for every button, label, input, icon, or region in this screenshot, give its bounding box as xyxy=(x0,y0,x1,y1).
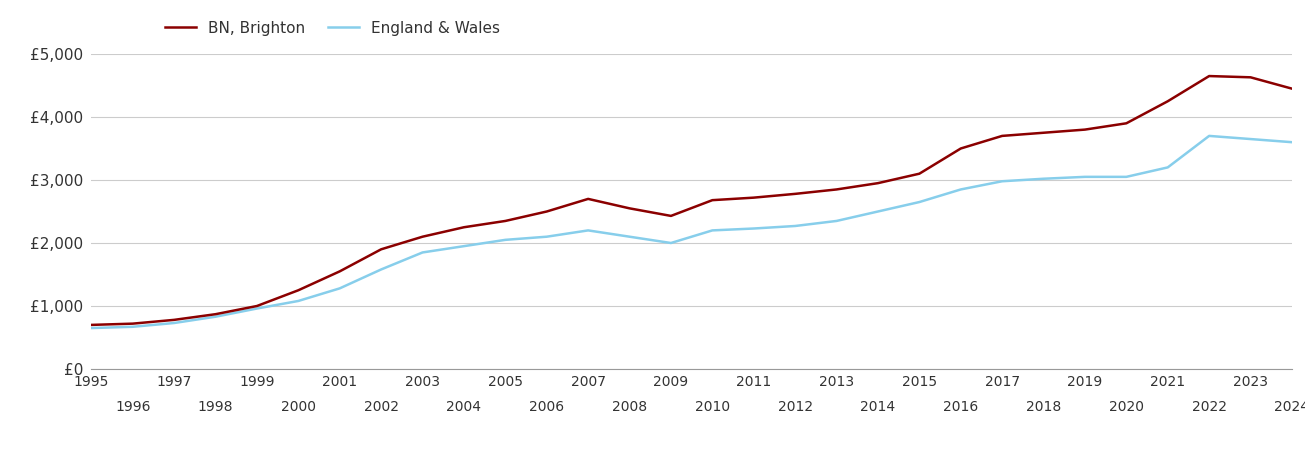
Text: 2018: 2018 xyxy=(1026,400,1061,414)
Text: 2010: 2010 xyxy=(694,400,729,414)
Text: 2024: 2024 xyxy=(1275,400,1305,414)
Text: 2014: 2014 xyxy=(860,400,895,414)
Text: 2012: 2012 xyxy=(778,400,813,414)
Text: 2022: 2022 xyxy=(1191,400,1227,414)
Text: 2002: 2002 xyxy=(364,400,398,414)
Text: 2000: 2000 xyxy=(281,400,316,414)
Legend: BN, Brighton, England & Wales: BN, Brighton, England & Wales xyxy=(159,14,506,41)
Text: 1998: 1998 xyxy=(198,400,234,414)
Text: 2008: 2008 xyxy=(612,400,647,414)
Text: 2020: 2020 xyxy=(1109,400,1144,414)
Text: 2006: 2006 xyxy=(530,400,564,414)
Text: 2004: 2004 xyxy=(446,400,482,414)
Text: 1996: 1996 xyxy=(115,400,150,414)
Text: 2016: 2016 xyxy=(944,400,979,414)
